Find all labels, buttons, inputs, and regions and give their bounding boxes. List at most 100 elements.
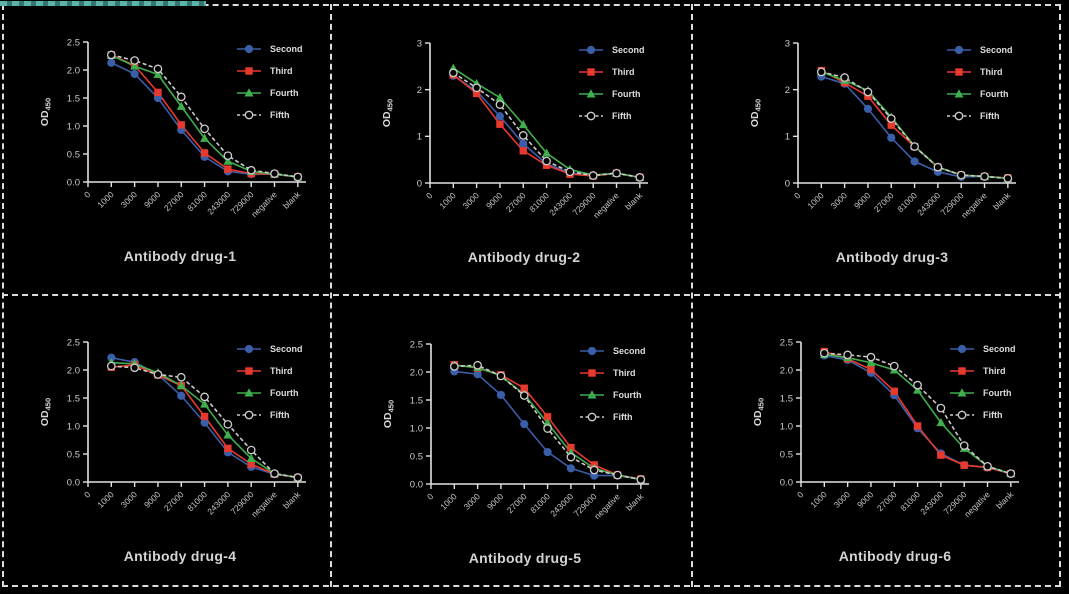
marker-square xyxy=(245,67,253,75)
y-tick-label: 3 xyxy=(785,38,790,49)
y-tick-label: 1.5 xyxy=(780,393,793,404)
x-tick-label: negative xyxy=(591,190,621,220)
marker-circle xyxy=(473,370,482,379)
x-tick-label: negative xyxy=(249,189,279,219)
marker-circle xyxy=(566,464,575,473)
legend-label: Second xyxy=(613,346,646,356)
marker-open-circle xyxy=(635,173,645,182)
y-tick-label: 2.5 xyxy=(410,339,423,350)
legend: Second Third Fourth Fifth xyxy=(950,344,1016,420)
marker-open-circle xyxy=(913,380,922,390)
y-tick-label: 0.0 xyxy=(410,479,423,490)
marker-square xyxy=(887,121,895,129)
marker-open-circle xyxy=(176,92,186,102)
x-tick-label: 1000 xyxy=(95,189,116,210)
legend-label: Second xyxy=(980,45,1013,55)
marker-circle xyxy=(887,133,896,142)
marker-triangle xyxy=(153,69,163,78)
marker-triangle xyxy=(518,119,528,129)
legend-label: Fifth xyxy=(613,412,633,422)
x-tick-label: 9000 xyxy=(142,489,163,510)
marker-open-circle xyxy=(636,475,646,484)
marker-open-circle xyxy=(816,67,826,77)
x-tick-label: 243000 xyxy=(915,190,942,217)
chart-title: Antibody drug-3 xyxy=(835,249,949,265)
legend-label: Fourth xyxy=(270,388,299,398)
legend-label: Third xyxy=(270,366,293,376)
y-tick-label: 1.0 xyxy=(780,421,793,432)
legend-label: Second xyxy=(270,344,303,354)
marker-open-circle xyxy=(495,100,505,109)
chart-title: Antibody drug-5 xyxy=(468,550,582,566)
marker-triangle xyxy=(495,92,505,102)
marker-open-circle xyxy=(863,87,873,97)
marker-open-circle xyxy=(933,162,943,172)
marker-square xyxy=(519,147,527,155)
x-tick-label: 3000 xyxy=(461,190,482,211)
marker-open-circle xyxy=(589,465,599,475)
legend-label: Fourth xyxy=(980,89,1009,99)
marker-open-circle xyxy=(612,168,621,178)
marker-open-circle xyxy=(889,361,899,371)
marker-open-circle xyxy=(840,73,849,82)
marker-circle xyxy=(543,447,552,457)
y-tick-label: 0 xyxy=(417,178,422,189)
chart-antibody-drug-1: 0.00.51.01.52.02.50 1000 3000 9000 27000 8100… xyxy=(39,37,306,219)
marker-triangle xyxy=(587,390,597,399)
x-tick-label: 0 xyxy=(792,190,803,201)
marker-triangle xyxy=(866,358,876,367)
marker-triangle xyxy=(200,133,210,142)
marker-square xyxy=(247,460,255,468)
y-tick-label: 2 xyxy=(785,85,790,96)
marker-open-circle xyxy=(983,461,992,471)
x-tick-label: 1000 xyxy=(437,190,458,211)
marker-triangle xyxy=(176,380,186,390)
y-tick-label: 0 xyxy=(785,178,790,189)
chart-title: Antibody drug-2 xyxy=(467,249,581,265)
y-tick-label: 0.5 xyxy=(67,149,80,160)
y-tick-label: 1.0 xyxy=(67,421,80,432)
chart-antibody-drug-5: 0.00.51.01.52.02.50 1000 3000 9000 27000 8100… xyxy=(382,339,649,521)
marker-open-circle xyxy=(270,469,279,478)
marker-circle xyxy=(519,139,528,148)
legend-label: Fifth xyxy=(270,410,290,420)
y-axis-label: OD450 xyxy=(39,398,53,426)
marker-open-circle xyxy=(866,352,876,362)
x-tick-label: 243000 xyxy=(205,189,232,216)
marker-triangle xyxy=(246,453,256,462)
marker-square xyxy=(224,444,232,453)
marker-open-circle xyxy=(936,403,946,413)
marker-triangle xyxy=(913,385,923,394)
teal-highlight-marker xyxy=(0,1,206,6)
marker-circle xyxy=(586,45,596,55)
x-tick-label: 27000 xyxy=(505,491,529,515)
marker-open-circle xyxy=(448,68,458,78)
series-fifth-line xyxy=(821,71,1008,180)
y-axis-label: OD450 xyxy=(749,99,763,127)
chart-title: Antibody drug-6 xyxy=(838,548,952,564)
legend: Second Third Fourth Fifth xyxy=(237,44,303,120)
x-tick-label: 1000 xyxy=(95,489,116,510)
y-tick-label: 0.0 xyxy=(780,477,793,488)
legend-label: Fifth xyxy=(983,410,1003,420)
y-tick-label: 1.0 xyxy=(410,423,423,434)
marker-circle xyxy=(200,418,209,427)
marker-square xyxy=(224,165,232,173)
marker-circle xyxy=(910,157,919,166)
legend-label: Fifth xyxy=(980,111,1000,121)
legend-label: Third xyxy=(613,368,636,378)
x-tick-label: negative xyxy=(959,190,989,220)
marker-open-circle xyxy=(819,348,829,358)
marker-triangle xyxy=(957,388,967,397)
marker-open-circle xyxy=(270,169,279,178)
y-tick-label: 1.5 xyxy=(67,393,80,404)
x-tick-label: 3000 xyxy=(119,489,140,510)
marker-open-circle xyxy=(1006,469,1016,478)
panel-antibody-drug-3: 0 1 2 3 0 1000 3000 9000 27000 81000 243000 729000 n… xyxy=(692,4,1061,295)
legend-label: Second xyxy=(612,45,645,55)
y-tick-label: 0.5 xyxy=(780,449,793,460)
x-tick-label: 243000 xyxy=(918,489,945,516)
y-axis-label: OD450 xyxy=(39,98,53,126)
marker-open-circle xyxy=(244,110,254,120)
